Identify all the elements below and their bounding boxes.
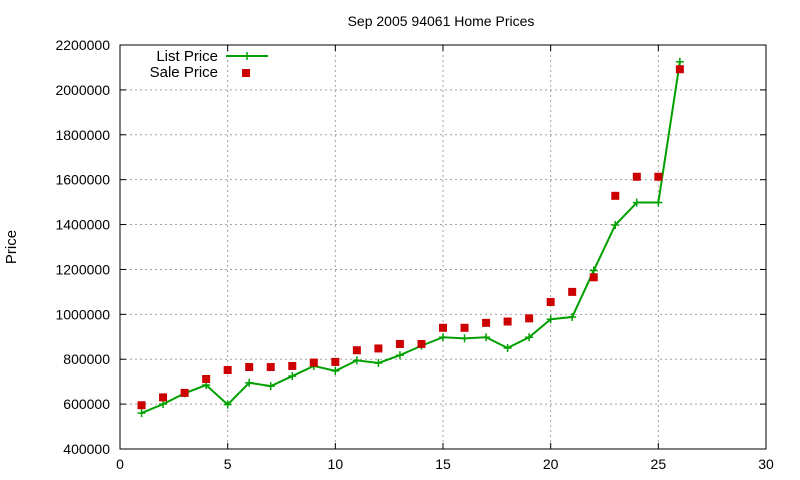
series-sale-price [137,65,684,410]
data-point-sale-price [352,346,361,355]
x-tick-label: 25 [651,456,667,472]
data-point-sale-price [245,363,254,372]
series-line [141,61,681,415]
legend-label: List Price [156,48,218,65]
x-tick-label: 15 [435,456,451,472]
data-point-sale-price [180,388,189,397]
y-tick-label: 2200000 [55,37,110,53]
data-point-list-price [288,372,297,381]
legend-plus-swatch [243,52,251,60]
data-point-list-price [223,400,232,409]
data-point-sale-price [417,339,426,348]
data-point-list-price [675,57,684,66]
data-point-sale-price [654,172,663,181]
data-point-list-price [439,333,447,342]
data-point-list-price [525,333,534,342]
y-tick-label: 2000000 [55,82,110,98]
chart-title: Sep 2005 94061 Home Prices [348,13,535,29]
data-point-list-price [245,378,254,387]
data-point-sale-price [288,361,297,370]
y-tick-label: 1400000 [55,217,110,233]
y-tick-label: 600000 [63,396,110,412]
y-tick-label: 1200000 [55,261,110,277]
data-point-sale-price [503,317,512,326]
data-point-sale-price [439,323,447,332]
data-point-sale-price [202,374,211,383]
data-point-list-price [331,366,340,375]
data-series [137,57,684,418]
x-tick-label: 5 [224,456,232,472]
data-point-sale-price [309,358,318,367]
y-tick-label: 800000 [63,351,110,367]
data-point-list-price [460,334,469,343]
data-point-sale-price [568,287,577,296]
series-list-price [137,57,684,418]
data-point-list-price [482,333,491,342]
data-point-list-price [654,198,663,207]
data-point-sale-price [331,357,340,366]
data-point-list-price [503,344,512,352]
data-point-sale-price [137,401,146,410]
data-point-sale-price [675,65,684,74]
data-point-sale-price [395,339,404,348]
data-point-list-price [352,356,361,365]
data-point-sale-price [266,363,275,372]
data-point-list-price [137,409,146,418]
data-point-sale-price [159,393,168,402]
legend-label: Sale Price [150,64,218,81]
x-tick-label: 30 [758,456,774,472]
data-point-list-price [395,351,404,360]
data-point-list-price [568,313,577,322]
y-tick-label: 1600000 [55,172,110,188]
y-axis-label: Price [3,230,20,264]
y-tick-label: 1000000 [55,306,110,322]
x-tick-label: 10 [328,456,344,472]
plot-frame [119,44,767,450]
y-tick-label: 1800000 [55,127,110,143]
data-point-list-price [374,359,383,368]
data-point-sale-price [589,273,598,282]
data-point-sale-price [482,318,491,327]
y-tick-label: 400000 [63,441,110,457]
data-point-sale-price [525,314,534,323]
data-point-list-price [632,198,641,207]
data-point-list-price [546,315,555,324]
data-point-list-price [611,221,620,230]
grid-lines [120,45,766,449]
data-point-sale-price [632,172,641,181]
data-point-list-price [159,400,168,409]
data-point-sale-price [460,323,469,332]
data-point-sale-price [546,297,555,306]
axis-ticks: 400000 600000 800000 1000000 1200000 1400000 1… [55,37,774,472]
data-point-sale-price [223,365,232,374]
x-tick-label: 0 [116,456,124,472]
x-tick-label: 20 [543,456,559,472]
legend-square-swatch [242,69,250,77]
data-point-list-price [589,266,598,275]
data-point-sale-price [611,191,620,200]
data-point-list-price [266,382,275,391]
data-point-sale-price [374,344,383,353]
